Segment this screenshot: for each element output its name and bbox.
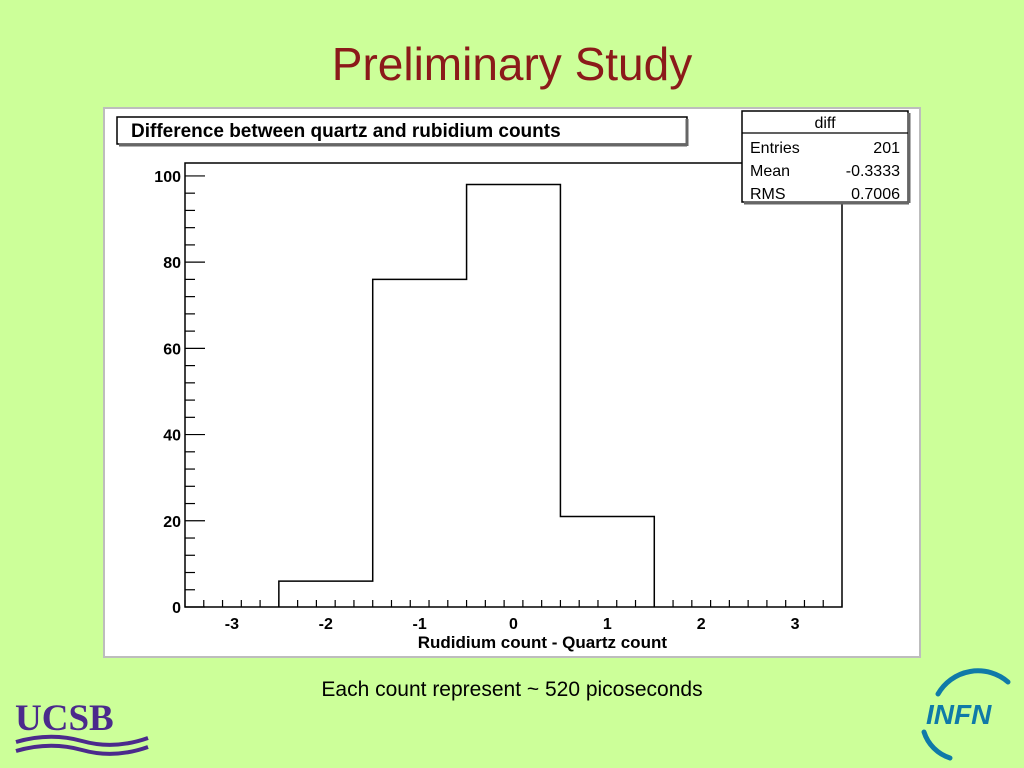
- stats-value: 0.7006: [851, 186, 900, 203]
- stats-label: RMS: [750, 186, 786, 203]
- ucsb-logo: UCSB: [15, 698, 149, 756]
- slide-caption: Each count represent ~ 520 picoseconds: [321, 678, 703, 701]
- y-tick-label: 20: [163, 514, 181, 531]
- infn-arc-bottom: [921, 729, 953, 761]
- infn-logo: INFN: [921, 668, 1011, 761]
- x-axis-label: Rudidium count - Quartz count: [418, 633, 668, 652]
- y-tick-label: 0: [172, 600, 181, 617]
- y-tick-label: 40: [163, 428, 181, 445]
- x-tick-label: 1: [603, 616, 612, 633]
- histogram-bin-1: [373, 279, 467, 607]
- x-tick-label: 0: [509, 616, 518, 633]
- y-tick-label: 100: [154, 169, 181, 186]
- x-tick-label: -3: [225, 616, 239, 633]
- stats-box-name: diff: [814, 115, 836, 132]
- histogram-bin-2: [467, 185, 561, 607]
- y-tick-label: 60: [163, 341, 181, 358]
- chart-title: Difference between quartz and rubidium c…: [131, 121, 561, 142]
- x-tick-label: 3: [791, 616, 800, 633]
- histogram-bin-3: [560, 516, 654, 607]
- ucsb-logo-text: UCSB: [15, 698, 114, 739]
- histogram-outline: [278, 183, 656, 607]
- slide-title: Preliminary Study: [331, 38, 693, 90]
- x-tick-label: -1: [413, 616, 427, 633]
- stats-label: Entries: [750, 140, 800, 157]
- histogram-figure: 0 20 40 60 80 100 -3 -2 -1 0 1 2 3 Rudidium count - Q…: [103, 107, 921, 658]
- x-tick-label: 2: [697, 616, 706, 633]
- histogram-bin-0: [279, 581, 373, 607]
- title-box: [116, 116, 688, 145]
- stats-label: Mean: [750, 163, 790, 180]
- ucsb-wave-2: [15, 743, 149, 756]
- stats-value: -0.3333: [846, 163, 900, 180]
- plot-frame: [184, 162, 843, 608]
- ucsb-wave-1: [15, 734, 149, 747]
- y-tick-label: 80: [163, 255, 181, 272]
- stats-value: 201: [873, 140, 900, 157]
- infn-logo-text: INFN: [926, 699, 992, 730]
- x-tick-label: -2: [319, 616, 333, 633]
- histogram-plot: 0 20 40 60 80 100 -3 -2 -1 0 1 2 3 Rudidium count - Q…: [116, 110, 911, 652]
- infn-arc-top: [935, 668, 1011, 697]
